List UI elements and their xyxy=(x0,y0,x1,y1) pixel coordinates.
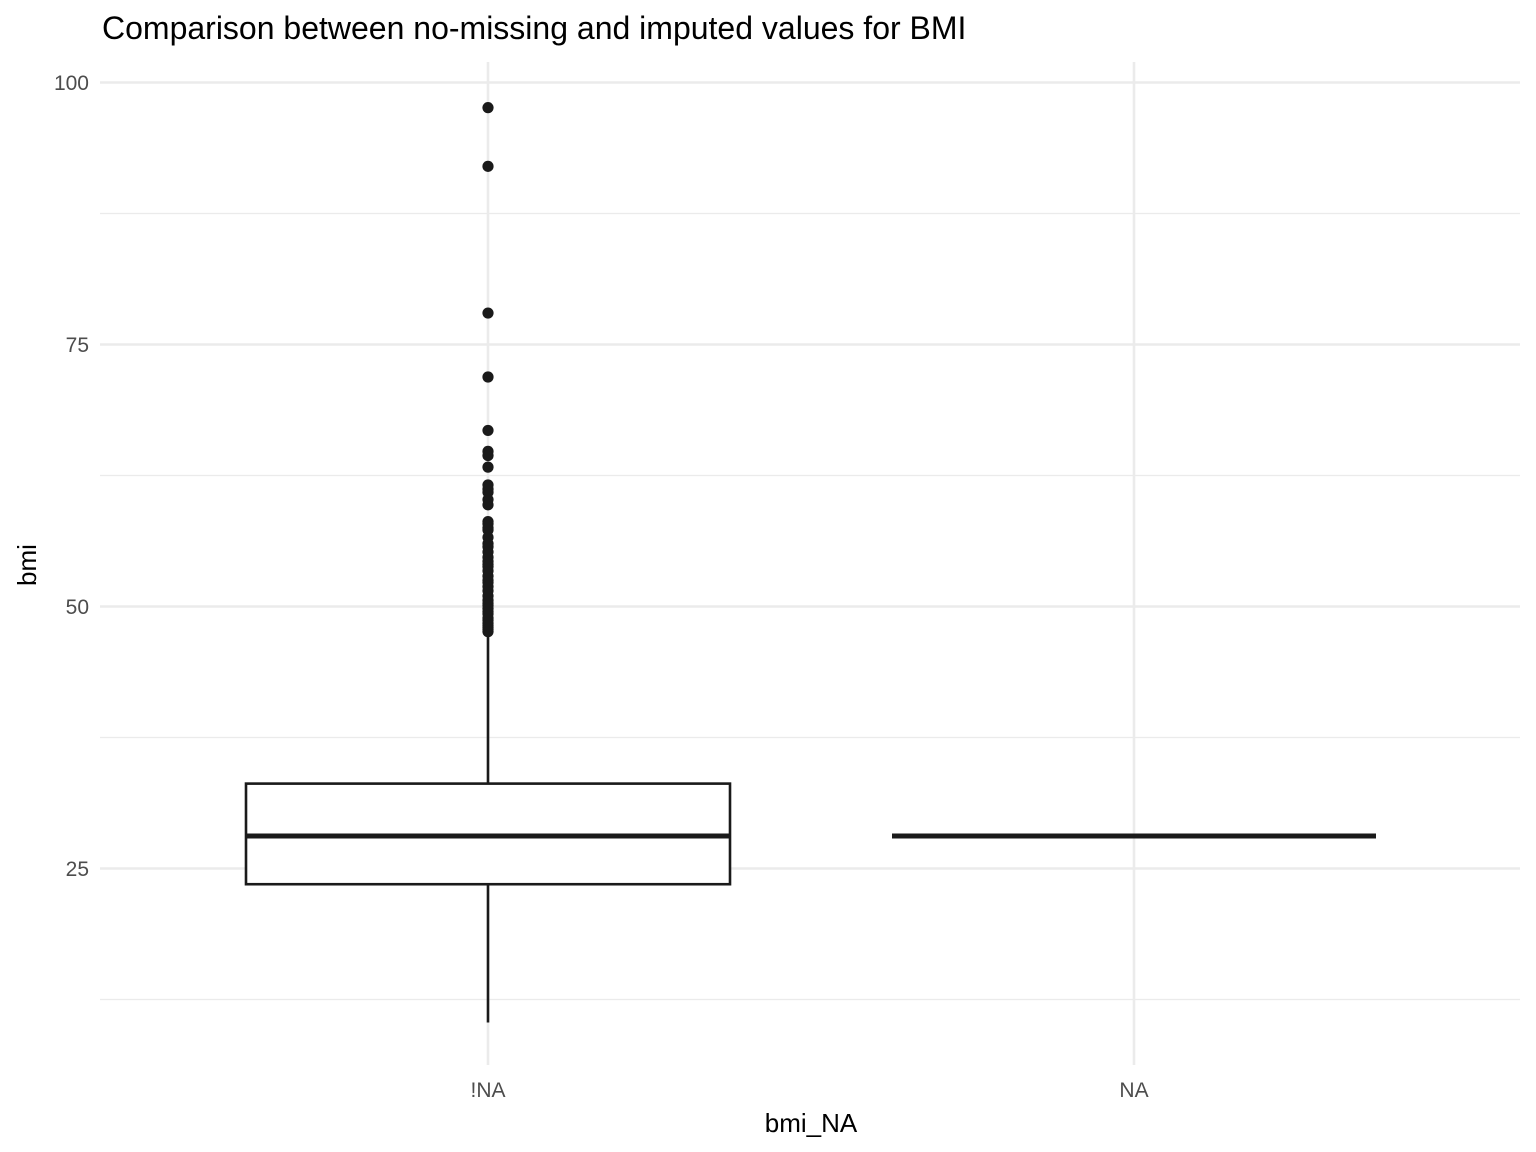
outlier-point-0-3 xyxy=(482,371,494,383)
outlier-point-0-7 xyxy=(482,461,494,473)
outlier-point-0-1 xyxy=(482,160,494,172)
y-tick-labels: 25 50 75 100 xyxy=(54,72,89,881)
outlier-point-0-12 xyxy=(482,499,494,511)
x-tick-label-0: !NA xyxy=(470,1079,505,1102)
major-gridlines xyxy=(100,62,1520,1065)
outlier-point-0-2 xyxy=(482,307,494,319)
outlier-point-0-4 xyxy=(482,424,494,437)
box-0 xyxy=(244,102,732,1023)
outlier-point-0-0 xyxy=(482,102,494,114)
y-tick-label-100: 100 xyxy=(54,72,89,95)
y-tick-label-50: 50 xyxy=(66,596,89,619)
chart-title: Comparison between no-missing and impute… xyxy=(102,10,966,46)
outlier-point-0-6 xyxy=(482,449,494,462)
outlier-point-0-44 xyxy=(482,626,494,638)
x-tick-labels: !NA NA xyxy=(470,1079,1148,1102)
minor-gridlines xyxy=(100,212,1520,1001)
x-tick-label-1: NA xyxy=(1119,1079,1148,1102)
y-tick-label-75: 75 xyxy=(66,334,89,357)
y-tick-label-25: 25 xyxy=(66,858,89,881)
x-axis-title: bmi_NA xyxy=(765,1108,858,1138)
box-series xyxy=(244,102,1376,1023)
y-axis-title: bmi xyxy=(12,544,42,586)
